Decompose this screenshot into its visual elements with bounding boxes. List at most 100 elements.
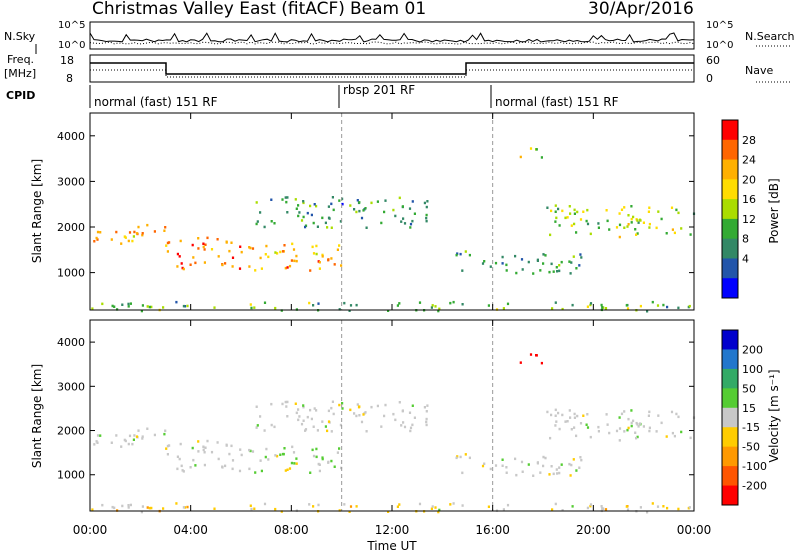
velocity-echo — [203, 463, 206, 467]
velocity-echo — [449, 503, 452, 506]
power-echo — [339, 220, 342, 223]
power-echo — [166, 250, 169, 253]
velocity-echo — [358, 405, 361, 408]
power-echo — [330, 226, 333, 229]
velocity-echo — [398, 401, 401, 404]
velocity-echo — [529, 353, 533, 356]
power-echo — [569, 212, 572, 215]
power-echo — [558, 224, 561, 227]
power-echo — [398, 302, 401, 305]
power-echo — [576, 210, 579, 214]
power-echo — [162, 306, 165, 309]
power-echo — [623, 226, 626, 229]
velocity-echo — [284, 400, 287, 404]
velocity-echo — [514, 457, 517, 461]
power-echo — [310, 213, 313, 217]
power-echo — [327, 205, 330, 208]
power-echo — [542, 253, 545, 256]
power-echo — [116, 308, 119, 311]
y-tick-label: 1000 — [57, 267, 85, 280]
power-echo — [620, 208, 624, 211]
power-echo — [586, 305, 589, 308]
velocity-echo — [312, 425, 315, 428]
velocity-echo — [579, 456, 582, 459]
power-echo — [634, 228, 637, 231]
power-echo — [113, 305, 116, 308]
power-echo — [128, 231, 132, 234]
velocity-echo — [327, 460, 330, 464]
power-echo — [501, 262, 504, 265]
velocity-echo — [318, 469, 321, 473]
velocity-echo — [333, 465, 336, 468]
velocity-echo — [360, 420, 364, 424]
power-echo — [586, 222, 590, 226]
power-echo — [618, 223, 622, 227]
velocity-echo — [330, 430, 333, 433]
power-echo — [579, 218, 583, 221]
power-echo — [202, 242, 205, 245]
power-echo — [101, 302, 104, 306]
velocity-echo — [580, 458, 583, 462]
power-echo — [254, 269, 257, 272]
velocity-echo — [501, 458, 504, 461]
power-echo — [555, 266, 558, 269]
power-echo — [135, 232, 139, 235]
velocity-echo — [96, 434, 100, 437]
power-echo — [356, 199, 359, 202]
velocity-echo — [321, 420, 324, 423]
velocity-echo — [578, 466, 581, 469]
power-echo — [176, 252, 179, 256]
velocity-echo — [248, 448, 251, 452]
velocity-echo — [564, 420, 567, 423]
velocity-echo — [554, 414, 557, 417]
velocity-echo — [249, 449, 252, 453]
beam-label: Beam 01 — [350, 0, 426, 19]
velocity-echo — [620, 412, 624, 416]
power-echo — [540, 156, 543, 159]
noise-panel: N.Sky 10^5 10^0 10^5 10^0 N.Search — [4, 20, 795, 54]
velocity-echo — [133, 434, 136, 437]
velocity-echo — [349, 505, 353, 508]
power-echo — [578, 264, 581, 267]
power-echo — [189, 263, 192, 266]
velocity-echo — [91, 508, 94, 511]
velocity-echo — [655, 430, 658, 433]
velocity-echo — [411, 423, 414, 427]
power-echo — [550, 262, 553, 266]
colorbar-swatch — [722, 139, 738, 161]
velocity-echo — [589, 435, 592, 439]
velocity-echo — [502, 508, 505, 511]
power-echo — [132, 235, 135, 238]
power-echo — [302, 215, 305, 219]
power-echo — [279, 250, 282, 254]
velocity-echo — [96, 441, 99, 444]
velocity-echo — [341, 402, 344, 405]
power-echo — [575, 267, 578, 270]
power-echo — [316, 225, 319, 228]
power-echo — [281, 198, 284, 201]
velocity-echo — [569, 474, 572, 477]
velocity-echo — [521, 470, 524, 473]
power-echo — [456, 252, 459, 255]
power-echo — [340, 264, 343, 267]
power-echo — [627, 214, 630, 217]
velocity-scatter-layer — [91, 320, 696, 514]
velocity-echo — [93, 443, 96, 446]
velocity-echo — [113, 506, 116, 510]
power-echo — [355, 303, 358, 307]
velocity-echo — [302, 419, 305, 422]
velocity-echo — [546, 410, 549, 414]
colorbar-swatch — [722, 330, 738, 350]
power-colorbar: 28 24 20 16 12 8 4 — [721, 119, 756, 299]
colorbar-tick-label: 100 — [742, 363, 763, 376]
velocity-echo — [635, 436, 638, 440]
power-echo — [618, 235, 621, 239]
velocity-echo — [689, 436, 692, 440]
power-echo — [572, 255, 575, 258]
velocity-echo — [582, 414, 585, 417]
velocity-panel: 1000 2000 3000 4000 Slant Range [km] 200 100… — [30, 319, 781, 514]
velocity-echo — [636, 435, 639, 439]
velocity-echo — [204, 446, 207, 449]
power-echo — [248, 265, 251, 268]
power-echo — [688, 304, 691, 308]
